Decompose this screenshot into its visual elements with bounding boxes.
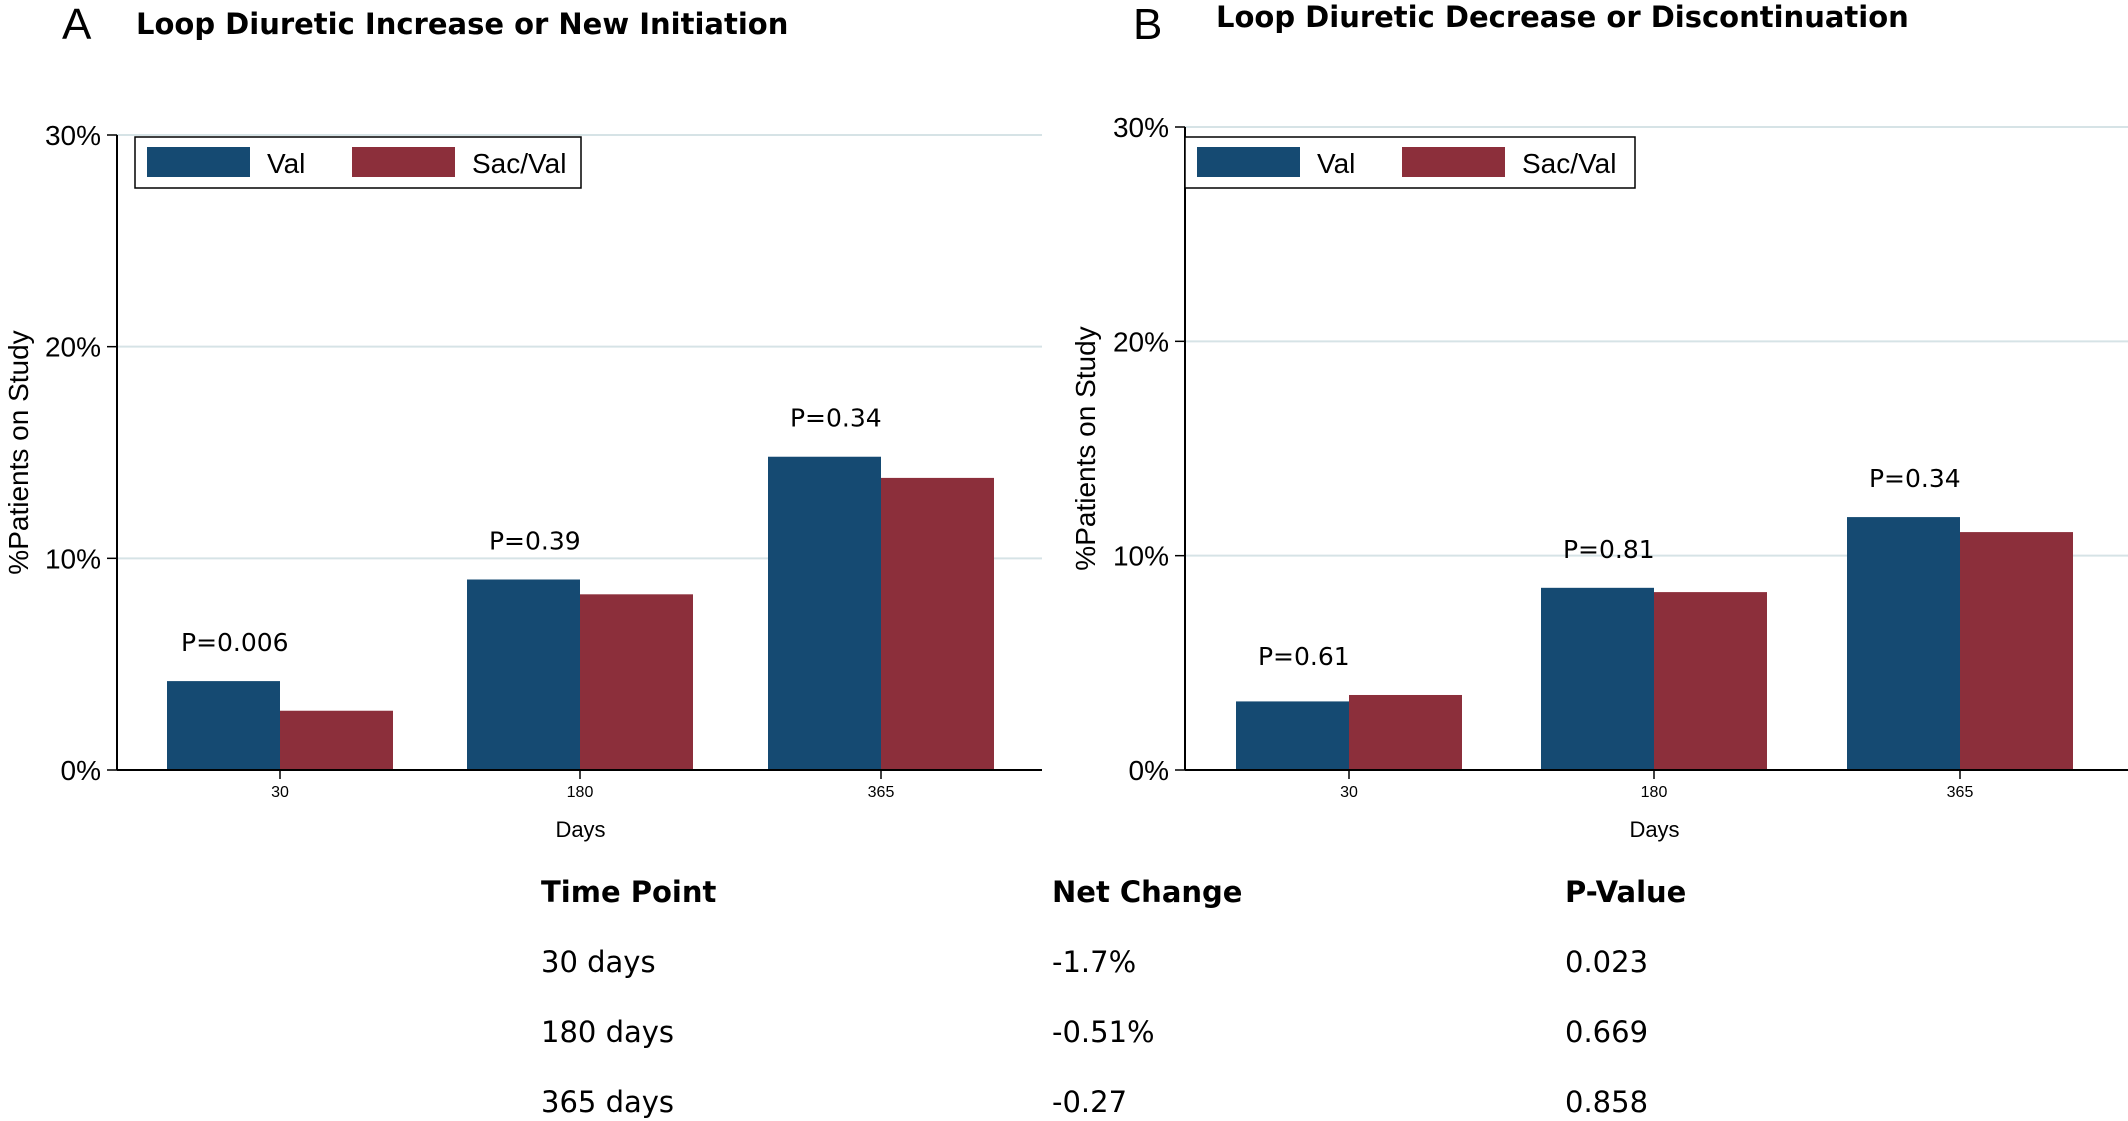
table-cell: 180 days <box>541 1015 675 1049</box>
bar-val <box>1541 587 1654 770</box>
p-value-annotation: P=0.61 <box>1258 642 1350 671</box>
bar-sac-val <box>1654 592 1767 770</box>
y-axis-label: %Patients on Study <box>3 330 34 574</box>
bar-val <box>1847 517 1960 770</box>
panel-b-letter: B <box>1133 0 1163 49</box>
p-value-annotation: P=0.39 <box>489 527 581 556</box>
y-tick-label: 10% <box>1113 541 1169 572</box>
bar-val <box>768 456 881 770</box>
table-cell: 365 days <box>541 1085 675 1119</box>
y-tick-label: 0% <box>61 755 101 786</box>
x-tick-label: 365 <box>868 784 895 801</box>
bar-val <box>167 681 280 770</box>
p-value-annotation: P=0.34 <box>790 404 882 433</box>
x-axis-label: Days <box>555 817 605 842</box>
table-cell: 0.858 <box>1565 1085 1649 1119</box>
bar-sac-val <box>881 477 994 770</box>
legend-label: Sac/Val <box>472 148 566 179</box>
x-tick-label: 180 <box>1641 784 1668 801</box>
legend-swatch <box>147 147 250 177</box>
x-tick-label: 180 <box>567 784 594 801</box>
charts-svg: 0% 10% 20% 30% 30 P=0.006 180 P=0.39 365 P=0.34 Da… <box>3 112 2128 842</box>
legend-swatch <box>1197 147 1300 177</box>
table-cell: -0.27 <box>1052 1085 1128 1119</box>
y-tick-label: 30% <box>45 120 101 151</box>
x-tick-label: 365 <box>1947 784 1974 801</box>
legend-swatch <box>1402 147 1505 177</box>
bar-val <box>467 579 580 770</box>
legend-label: Val <box>1317 148 1355 179</box>
table-cell: 0.669 <box>1565 1015 1649 1049</box>
y-axis-label: %Patients on Study <box>1070 326 1101 570</box>
bar-val <box>1236 701 1349 770</box>
table-header-p-value: P-Value <box>1565 875 1687 909</box>
legend-label: Val <box>267 148 305 179</box>
legend-swatch <box>352 147 455 177</box>
table-header-time-point: Time Point <box>541 875 717 909</box>
table-cell: 30 days <box>541 945 656 979</box>
table-header-net-change: Net Change <box>1052 875 1243 909</box>
p-value-annotation: P=0.006 <box>181 628 289 657</box>
panel-a-title: Loop Diuretic Increase or New Initiation <box>136 7 789 41</box>
p-value-annotation: P=0.34 <box>1869 464 1961 493</box>
y-tick-label: 20% <box>1113 326 1169 357</box>
x-axis-label: Days <box>1629 817 1679 842</box>
bar-sac-val <box>1960 532 2073 770</box>
bar-sac-val <box>580 594 693 770</box>
x-tick-label: 30 <box>1340 784 1358 801</box>
p-value-annotation: P=0.81 <box>1563 535 1655 564</box>
table-cell: -0.51% <box>1052 1015 1155 1049</box>
panel-b-title: Loop Diuretic Decrease or Discontinuatio… <box>1216 0 1909 34</box>
table-cell: 0.023 <box>1565 945 1649 979</box>
y-tick-label: 0% <box>1129 755 1169 786</box>
y-tick-label: 30% <box>1113 112 1169 143</box>
panel-a-letter: A <box>62 0 92 49</box>
y-tick-label: 10% <box>45 543 101 574</box>
legend-label: Sac/Val <box>1522 148 1616 179</box>
x-tick-label: 30 <box>271 784 289 801</box>
bar-sac-val <box>1349 694 1462 770</box>
table-cell: -1.7% <box>1052 945 1137 979</box>
y-tick-label: 20% <box>45 332 101 363</box>
bar-sac-val <box>280 710 393 770</box>
